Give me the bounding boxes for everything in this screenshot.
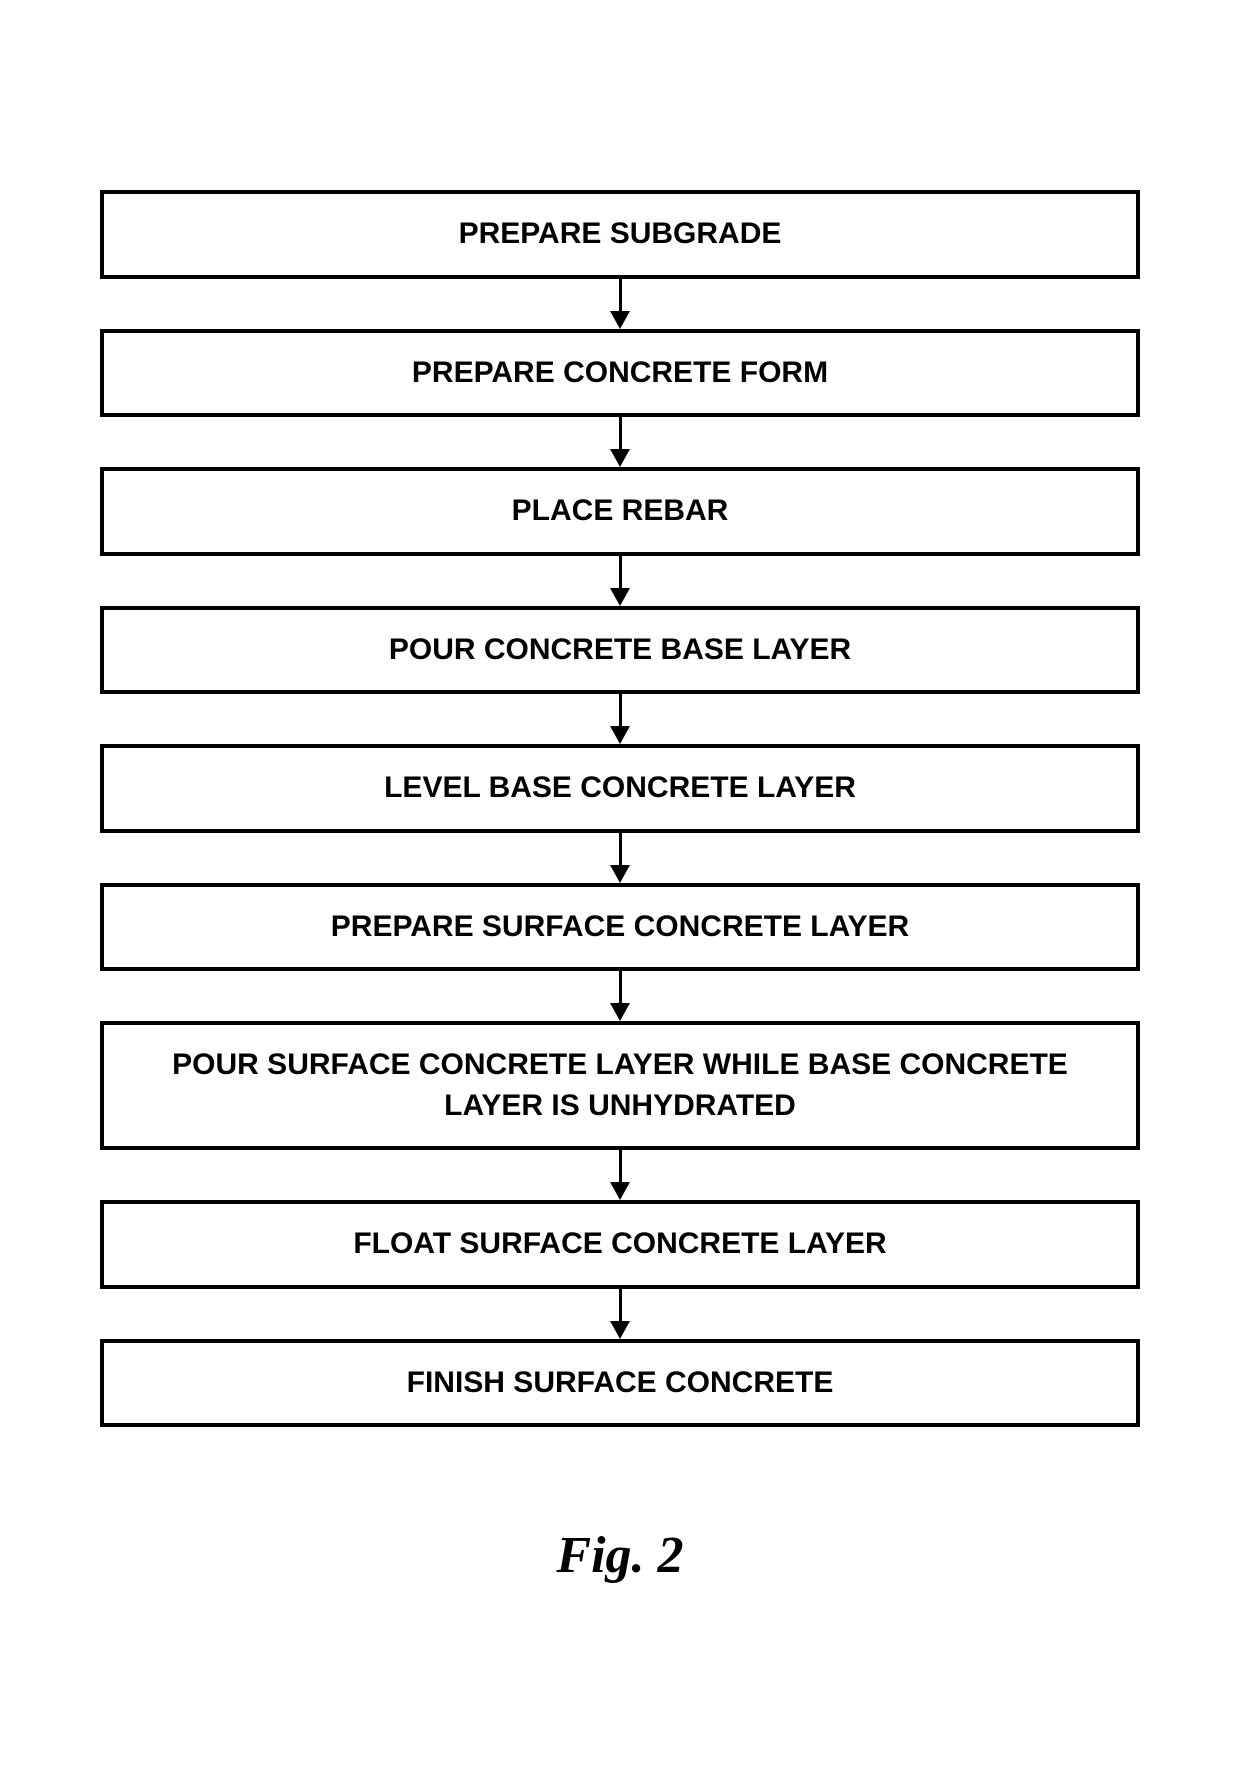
arrow-head-icon (610, 588, 630, 606)
flow-arrow-5 (100, 971, 1140, 1021)
flow-arrow-6 (100, 1150, 1140, 1200)
flow-arrow-2 (100, 556, 1140, 606)
arrow-head-icon (610, 1182, 630, 1200)
flow-step-0: PREPARE SUBGRADE (100, 190, 1140, 279)
flow-step-7: FLOAT SURFACE CONCRETE LAYER (100, 1200, 1140, 1289)
flow-step-2: PLACE REBAR (100, 467, 1140, 556)
flow-arrow-1 (100, 417, 1140, 467)
flow-step-label: FINISH SURFACE CONCRETE (407, 1363, 834, 1404)
arrow-head-icon (610, 726, 630, 744)
arrow-head-icon (610, 1321, 630, 1339)
flow-step-label: FLOAT SURFACE CONCRETE LAYER (353, 1224, 886, 1265)
flow-step-6: POUR SURFACE CONCRETE LAYER WHILE BASE C… (100, 1021, 1140, 1150)
flow-step-1: PREPARE CONCRETE FORM (100, 329, 1140, 418)
flow-step-label: PREPARE SURFACE CONCRETE LAYER (331, 907, 909, 948)
flow-step-3: POUR CONCRETE BASE LAYER (100, 606, 1140, 695)
arrow-head-icon (610, 1003, 630, 1021)
flow-arrow-7 (100, 1289, 1140, 1339)
flow-step-5: PREPARE SURFACE CONCRETE LAYER (100, 883, 1140, 972)
arrow-head-icon (610, 449, 630, 467)
arrow-head-icon (610, 865, 630, 883)
figure-label: Fig. 2 (556, 1526, 683, 1585)
flow-step-label: POUR CONCRETE BASE LAYER (389, 630, 851, 671)
flow-arrow-3 (100, 694, 1140, 744)
flow-step-label: POUR SURFACE CONCRETE LAYER WHILE BASE C… (134, 1045, 1106, 1126)
flow-arrow-4 (100, 833, 1140, 883)
flow-arrow-0 (100, 279, 1140, 329)
flow-step-label: LEVEL BASE CONCRETE LAYER (384, 768, 856, 809)
flow-step-label: PREPARE CONCRETE FORM (412, 353, 828, 394)
flow-step-4: LEVEL BASE CONCRETE LAYER (100, 744, 1140, 833)
flowchart-container: PREPARE SUBGRADE PREPARE CONCRETE FORM PLA… (100, 190, 1140, 1427)
flow-step-label: PLACE REBAR (512, 491, 729, 532)
arrow-head-icon (610, 311, 630, 329)
flow-step-8: FINISH SURFACE CONCRETE (100, 1339, 1140, 1428)
flow-step-label: PREPARE SUBGRADE (459, 214, 782, 255)
